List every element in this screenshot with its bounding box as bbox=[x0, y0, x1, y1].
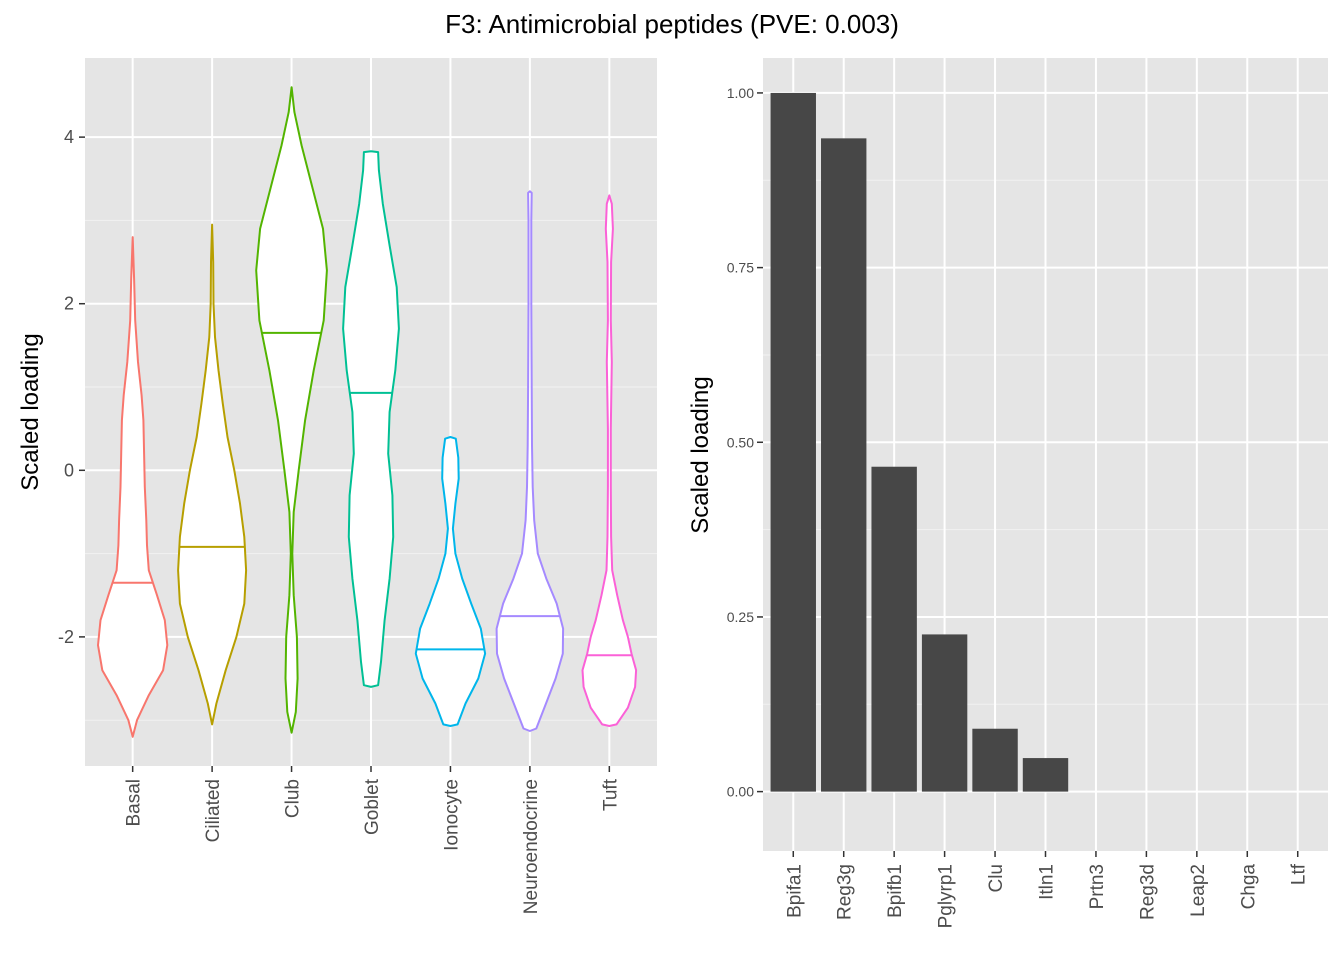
violin-series bbox=[97, 86, 638, 738]
bar-y-tick-label: 0.25 bbox=[727, 609, 754, 625]
bar-bpifb1 bbox=[871, 466, 917, 792]
bar-y-axis-title: Scaled loading bbox=[687, 376, 714, 533]
violin-ciliated bbox=[177, 223, 248, 726]
violin-x-tick-label: Ionocyte bbox=[441, 779, 462, 851]
violin-y-axis-title: Scaled loading bbox=[17, 333, 44, 490]
bar-x-tick-label: Bpifb1 bbox=[885, 864, 906, 918]
violin-x-tick-label: Neuroendocrine bbox=[521, 779, 542, 914]
bar-x-tick-label: Reg3d bbox=[1137, 864, 1158, 920]
bar-x-tick-label: Leap2 bbox=[1188, 864, 1209, 917]
violin-panel: -2 0 2 4 Basal Ciliated Club Goblet Ionocyte Neu… bbox=[17, 58, 657, 914]
bar-reg3g bbox=[821, 138, 867, 792]
bar-x-tick-label: Bpifa1 bbox=[784, 864, 805, 918]
violin-y-tick-label: 2 bbox=[64, 294, 74, 314]
violin-y-tick-label: 4 bbox=[64, 127, 74, 147]
violin-y-tick-label: -2 bbox=[58, 627, 74, 647]
bar-y-axis: 0.00 0.25 0.50 0.75 1.00 bbox=[727, 85, 763, 800]
violin-goblet bbox=[342, 150, 400, 688]
bar-y-tick-label: 0.50 bbox=[727, 434, 754, 450]
violin-neuroendocrine bbox=[495, 190, 565, 732]
violin-tuft bbox=[581, 194, 638, 727]
bar-x-tick-label: Ltf bbox=[1289, 863, 1310, 885]
bar-y-tick-label: 0.75 bbox=[727, 260, 754, 276]
bar-x-tick-label: Reg3g bbox=[835, 864, 856, 920]
violin-club bbox=[255, 86, 328, 734]
bar-x-tick-label: Pglyrp1 bbox=[936, 864, 957, 928]
bar-itln1 bbox=[1022, 758, 1069, 792]
bar-x-tick-label: Clu bbox=[986, 864, 1007, 893]
bar-pglyrp1 bbox=[921, 634, 968, 792]
bar-y-tick-label: 0.00 bbox=[727, 784, 754, 800]
bar-panel: 0.00 0.25 0.50 0.75 1.00 Bpifa1 Reg3g Bpifb1 Pg… bbox=[687, 58, 1328, 928]
bar-x-axis: Bpifa1 Reg3g Bpifb1 Pglyrp1 Clu Itln1 Prtn3 Reg… bbox=[784, 851, 1310, 928]
violin-x-tick-label: Basal bbox=[124, 779, 145, 827]
bar-y-tick-label: 1.00 bbox=[727, 85, 754, 101]
violin-y-axis: -2 0 2 4 bbox=[58, 127, 85, 647]
bar-series bbox=[770, 92, 1069, 792]
violin-x-axis: Basal Ciliated Club Goblet Ionocyte Neuroendo… bbox=[124, 766, 621, 914]
figure-title: F3: Antimicrobial peptides (PVE: 0.003) bbox=[445, 9, 899, 39]
bar-clu bbox=[972, 728, 1018, 792]
bar-x-tick-label: Itln1 bbox=[1037, 864, 1058, 900]
violin-basal bbox=[97, 236, 169, 738]
violin-x-tick-label: Ciliated bbox=[203, 779, 224, 842]
bar-x-tick-label: Prtn3 bbox=[1087, 864, 1108, 909]
violin-x-tick-label: Club bbox=[283, 779, 304, 818]
violin-x-tick-label: Goblet bbox=[362, 778, 383, 835]
violin-x-tick-label: Tuft bbox=[600, 778, 621, 811]
violin-y-tick-label: 0 bbox=[64, 460, 74, 480]
bar-bpifa1 bbox=[770, 92, 816, 792]
violin-ionocyte bbox=[414, 436, 487, 727]
bar-x-tick-label: Chga bbox=[1238, 864, 1259, 910]
